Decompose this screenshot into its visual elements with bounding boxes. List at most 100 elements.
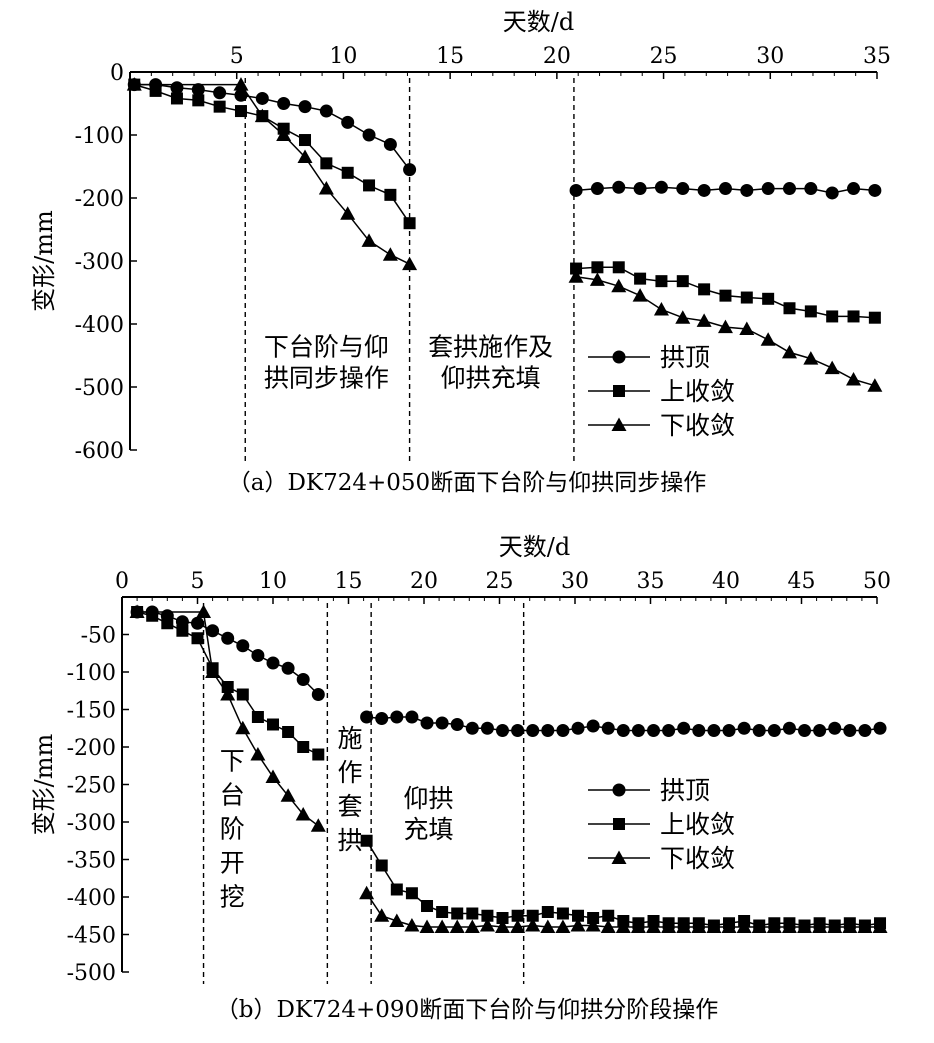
phase-annotation: 仰拱充填	[441, 364, 541, 393]
data-point	[403, 163, 417, 177]
data-point	[647, 724, 661, 737]
phase-annotation: 作	[338, 758, 363, 787]
data-point	[421, 900, 434, 912]
data-point	[375, 859, 388, 872]
data-point	[236, 639, 250, 653]
data-point	[213, 86, 227, 100]
data-point	[634, 272, 647, 285]
y-tick-label: -100	[75, 124, 124, 149]
data-point	[586, 719, 600, 733]
data-point	[718, 182, 732, 196]
data-point	[612, 261, 625, 274]
data-point	[872, 919, 888, 933]
data-point	[612, 180, 626, 194]
data-point	[677, 721, 691, 735]
data-point	[824, 360, 840, 375]
x-tick-label: 25	[650, 44, 678, 69]
y-tick-label: -50	[81, 624, 116, 649]
data-point	[571, 721, 585, 735]
data-point	[191, 83, 205, 97]
data-point	[297, 149, 313, 164]
data-point	[192, 94, 205, 107]
x-tick-label: 10	[259, 569, 287, 594]
data-point	[402, 256, 418, 271]
data-point	[570, 262, 583, 275]
data-point	[480, 721, 494, 735]
data-point	[721, 919, 737, 933]
data-point	[436, 906, 449, 918]
phase-annotation: 套拱施作及	[428, 333, 553, 362]
data-point	[277, 97, 291, 110]
y-tick-label: -500	[75, 376, 124, 401]
data-point	[812, 919, 828, 933]
data-point	[205, 664, 221, 678]
data-point	[340, 206, 356, 220]
x-tick-label: 40	[712, 569, 740, 594]
data-point	[847, 182, 861, 196]
data-point	[341, 166, 354, 179]
data-point	[318, 181, 334, 195]
data-point	[298, 100, 312, 114]
data-point	[540, 919, 556, 933]
data-point	[846, 371, 862, 386]
data-point	[868, 183, 882, 197]
phase-annotation: 开	[220, 849, 245, 878]
data-point	[319, 104, 333, 118]
data-point	[299, 134, 312, 147]
data-point	[740, 291, 753, 304]
y-tick-label: -600	[75, 439, 124, 464]
data-point	[541, 724, 555, 737]
data-point	[465, 721, 479, 735]
x-tick-label: 50	[863, 569, 891, 594]
data-point	[236, 688, 249, 701]
data-point	[282, 726, 295, 738]
series-circle	[130, 605, 887, 737]
data-point	[511, 724, 525, 737]
x-tick-label: 35	[863, 44, 891, 69]
data-point	[191, 632, 204, 645]
data-point	[129, 604, 145, 618]
legend-marker	[612, 783, 626, 797]
data-point	[234, 88, 248, 102]
phase-annotation: 施	[338, 724, 363, 753]
data-point	[736, 919, 752, 933]
data-point	[206, 624, 220, 638]
data-point	[320, 157, 333, 170]
data-point	[251, 711, 264, 723]
data-point	[858, 724, 872, 737]
data-point	[696, 313, 712, 327]
data-point	[481, 909, 494, 922]
data-point	[630, 919, 646, 933]
data-point	[495, 919, 511, 933]
data-point	[297, 741, 310, 753]
legend-marker	[612, 350, 626, 364]
data-point	[374, 908, 390, 922]
x-tick-label: 15	[436, 44, 464, 69]
series-line	[134, 83, 411, 224]
data-point	[570, 918, 586, 932]
data-point	[798, 724, 812, 737]
legend-marker	[613, 385, 625, 397]
data-point	[170, 92, 183, 105]
x-tick-label: 5	[191, 569, 205, 594]
series-line	[137, 611, 319, 827]
data-point	[191, 616, 204, 630]
legend-label: 拱顶	[660, 343, 710, 372]
y-tick-label: -200	[67, 736, 116, 761]
data-point	[383, 137, 397, 151]
data-point	[857, 919, 873, 933]
data-point	[782, 182, 796, 196]
phase-annotation: 阶	[220, 815, 245, 844]
x-tick-label: 45	[788, 569, 816, 594]
data-point	[762, 292, 775, 305]
phase-annotation: 套	[338, 792, 363, 821]
data-point	[631, 724, 645, 737]
data-point	[654, 180, 668, 194]
data-point	[389, 913, 405, 927]
series-circle	[127, 78, 882, 200]
data-point	[250, 747, 266, 761]
data-point	[555, 919, 571, 933]
y-tick-label: -450	[67, 924, 116, 949]
data-point	[676, 182, 690, 196]
